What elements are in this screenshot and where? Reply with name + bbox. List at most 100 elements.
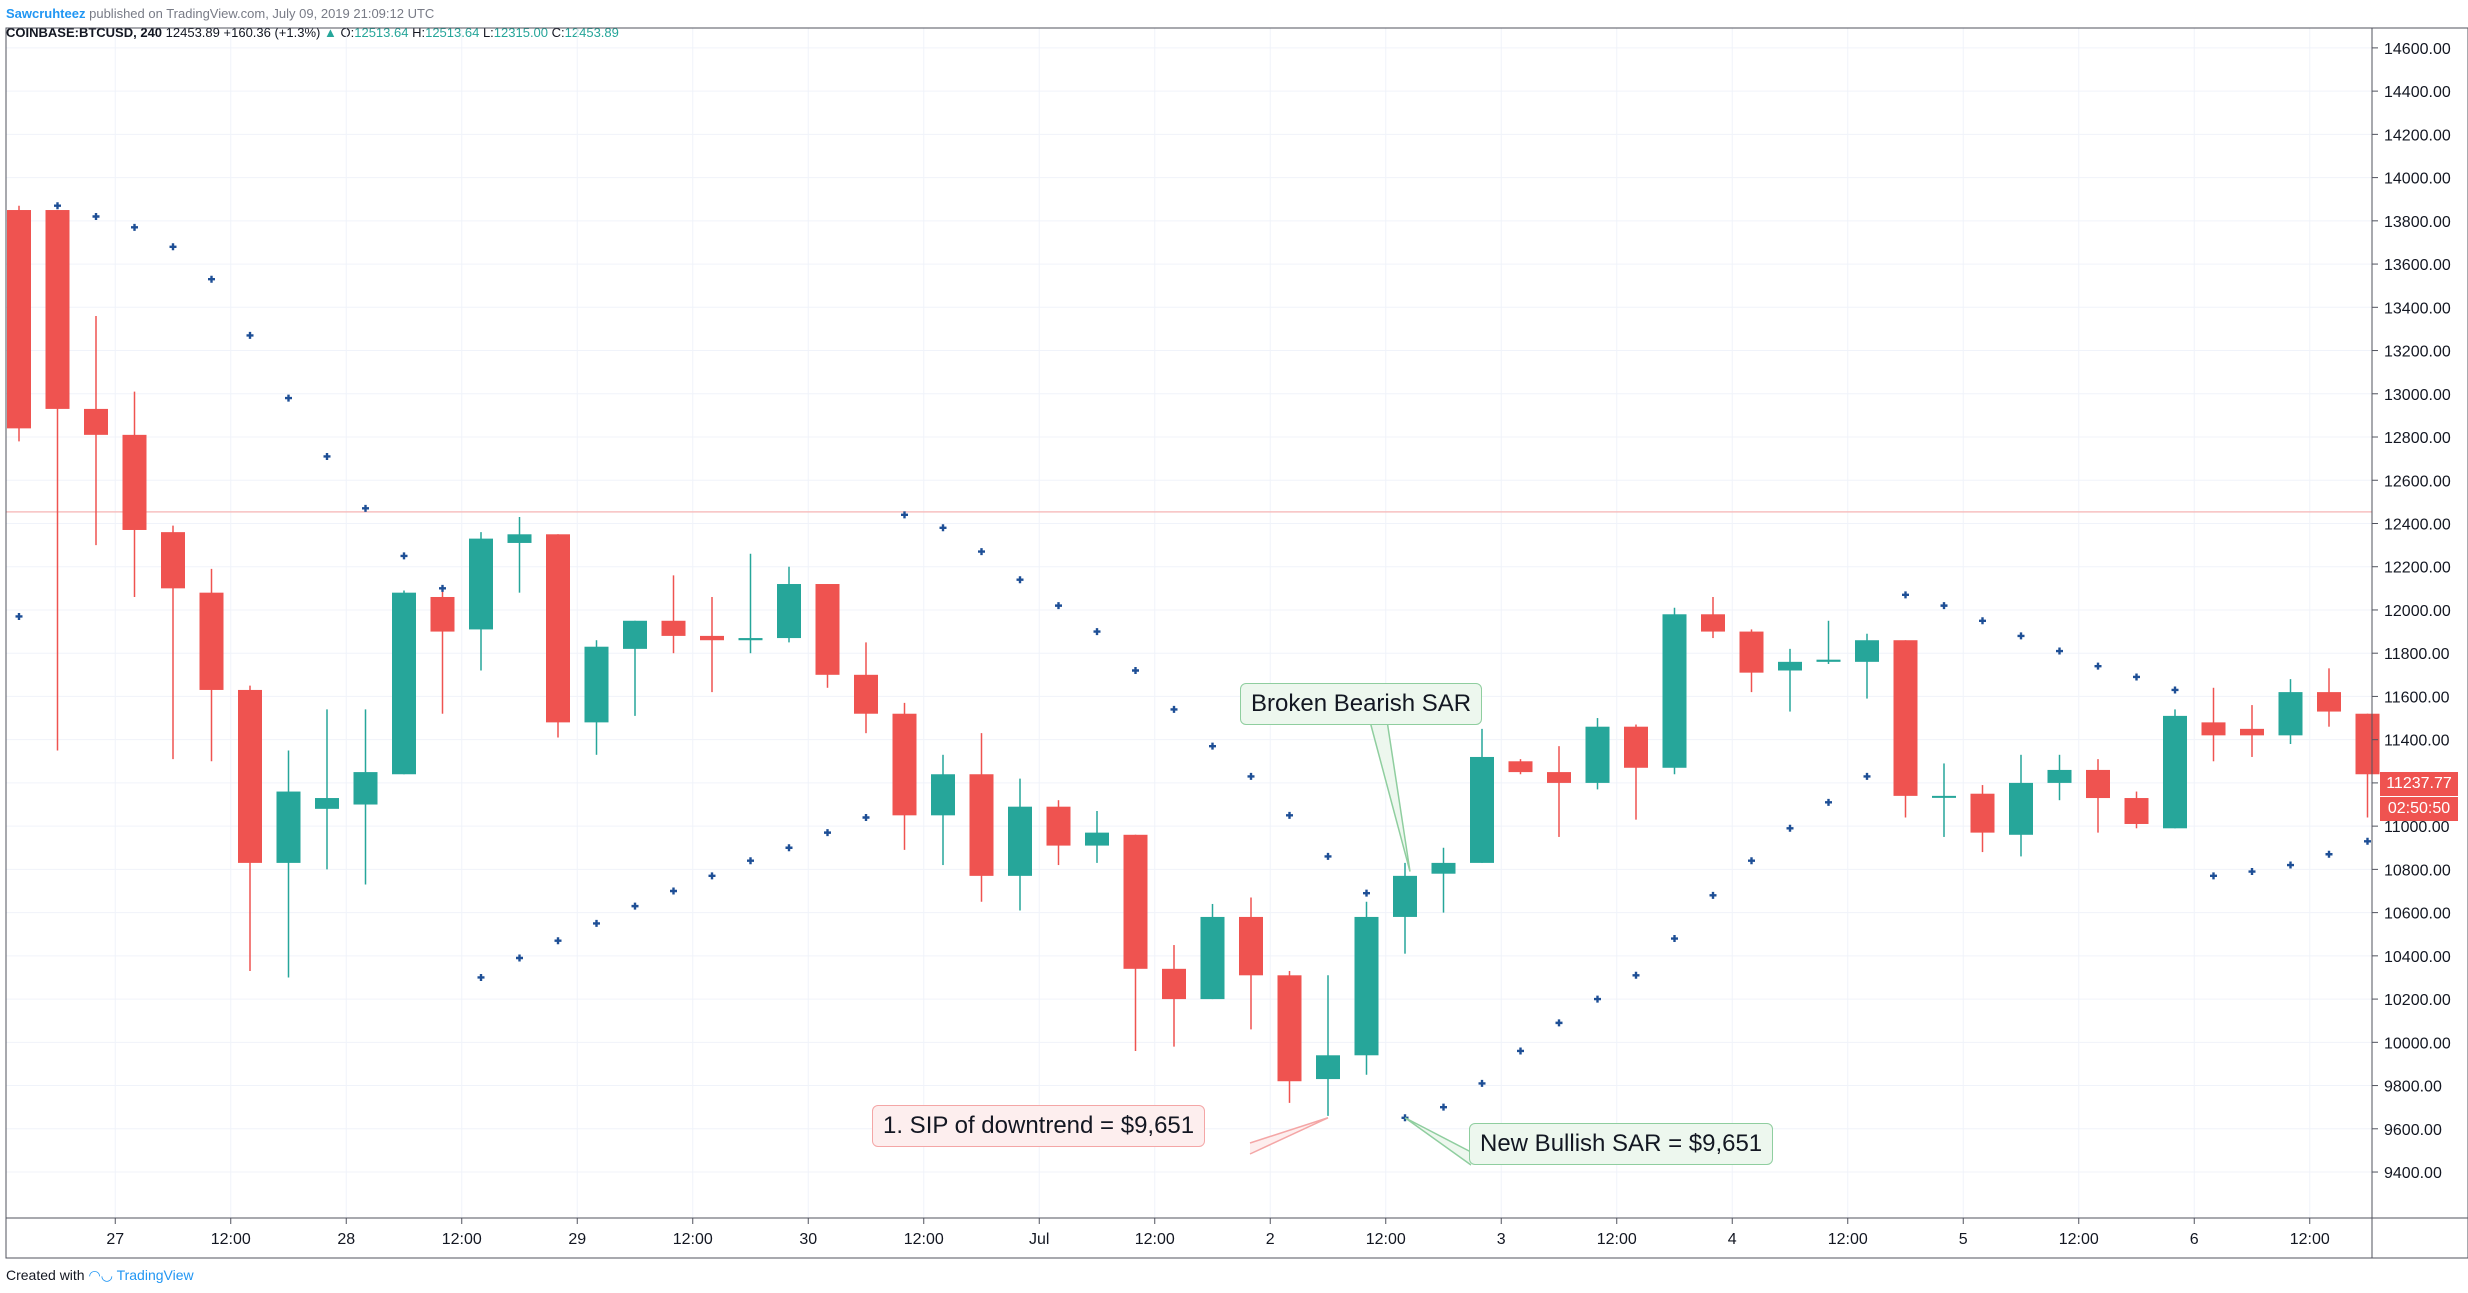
price-tick-label: 13800.00 [2384,214,2451,231]
price-tick-label: 12800.00 [2384,430,2451,447]
countdown-tag: 02:50:50 [2380,797,2458,821]
price-tick-label: 13200.00 [2384,344,2451,361]
candle-body-down [2201,722,2226,736]
sar-point [631,902,639,910]
sar-point [1671,935,1678,943]
price-tick-label: 10600.00 [2384,906,2451,923]
sar-point [516,954,523,962]
last-price: 12453.89 [165,25,220,40]
annotation-pointers [1249,713,1472,1166]
price-tick-label: 9600.00 [2384,1122,2442,1139]
candle-body-up [1585,726,1610,783]
sar-point [208,275,215,283]
time-tick-label: 12:00 [211,1231,251,1248]
candle-body-down [1046,806,1071,846]
sar-point [1440,1103,1447,1111]
sar-point [1286,811,1293,819]
open-value: 12513.64 [354,25,409,40]
price-chart[interactable]: 9400.00 9600.00 9800.00 10000.00 10200.00 104… [0,0,2468,1260]
sar-point [323,452,331,460]
sip-downtrend-label[interactable]: 1. SIP of downtrend = $9,651 [872,1105,1206,1147]
price-tick-label: 14600.00 [2384,41,2451,58]
sar-point [2171,686,2179,694]
candle-body-up [1354,916,1379,1056]
sar-point [1324,852,1332,860]
price-tick-label: 14000.00 [2384,171,2451,188]
candle-body-down [1701,614,1725,632]
last-price-tag: 11237.77 [2380,772,2458,796]
open-label: O: [340,25,355,40]
high-value: 12513.64 [425,25,480,40]
sar-point [1902,591,1909,599]
time-tick-label: 29 [568,1231,586,1248]
candle-body-down [1970,793,1995,833]
candle-body-down [854,674,878,714]
candle-body-up [392,592,416,775]
price-change: +160.36 (+1.3%) [223,25,321,40]
sar-point [978,548,985,556]
candle-body-up [1816,659,1841,662]
sar-point [1825,798,1832,806]
created-with-text: Created with [6,1267,85,1283]
price-axis[interactable]: 9400.00 9600.00 9800.00 10000.00 10200.00 104… [2372,41,2451,1182]
candle-body-down [84,408,108,435]
price-tick-label: 10200.00 [2384,992,2451,1009]
candle-body-down [700,635,724,641]
candle-body-up [2047,769,2072,783]
sar-point [785,844,793,852]
candle-body-down [661,620,686,636]
sar-point [901,511,908,519]
candle-body-up [1316,1055,1340,1080]
new-bullish-sar-label[interactable]: New Bullish SAR = $9,651 [1469,1123,1774,1165]
sar-point [1132,666,1139,674]
candle-body-up [1085,832,1109,846]
sar-point [2325,850,2333,858]
published-text: published on TradingView.com, July 09, 2… [89,6,435,21]
price-tick-label: 10800.00 [2384,862,2451,879]
candle-body-up [1778,661,1802,671]
chart-header: Sawcruhteez published on TradingView.com… [6,4,619,42]
price-tick-label: 12600.00 [2384,473,2451,490]
time-tick-label: 12:00 [1597,1231,1637,1248]
time-tick-label: 12:00 [673,1231,713,1248]
time-tick-label: 12:00 [2290,1231,2330,1248]
price-tick-label: 13000.00 [2384,387,2451,404]
sar-point [1594,995,1601,1003]
author-link[interactable]: Sawcruhteez [6,6,86,21]
candle-body-up [777,584,801,639]
price-tick-label: 11400.00 [2384,733,2450,750]
sar-point [1170,705,1178,713]
candle-body-up [276,791,301,863]
candle-body-down [1739,631,1764,673]
candle-body-up [2163,715,2187,829]
tradingview-brand[interactable]: TradingView [116,1267,194,1283]
chart-frame [5,27,2468,1259]
close-value: 12453.89 [564,25,619,40]
candle-body-down [2124,798,2149,824]
sar-point [1016,576,1024,584]
time-tick-label: 4 [1728,1231,1737,1248]
sar-point [1748,857,1755,865]
sar-point [54,202,61,210]
price-tick-label: 12200.00 [2384,560,2451,577]
candle-body-down [430,596,455,632]
candle-body-down [1239,916,1263,976]
broken-bearish-sar-label[interactable]: Broken Bearish SAR [1240,683,1483,725]
sar-point [1517,1047,1524,1055]
sar-point [1247,772,1255,780]
sar-point [1363,889,1370,897]
sar-point [1209,742,1216,750]
candle-body-up [469,538,493,630]
candle-body-down [892,713,917,816]
candle-body-up [1393,875,1417,917]
sar-point [439,584,446,592]
sar-point [2017,632,2025,640]
sar-point [131,223,138,231]
sar-point [2210,872,2217,880]
sar-point [2094,662,2102,670]
candle-body-up [1200,916,1225,1000]
price-tick-label: 11800.00 [2384,646,2450,663]
time-axis[interactable]: 27 12:00 28 12:00 29 12:00 30 12:00 Jul 12:00 2 12:… [106,1218,2330,1248]
sar-point [1055,602,1062,610]
candle-body-down [1624,726,1648,768]
